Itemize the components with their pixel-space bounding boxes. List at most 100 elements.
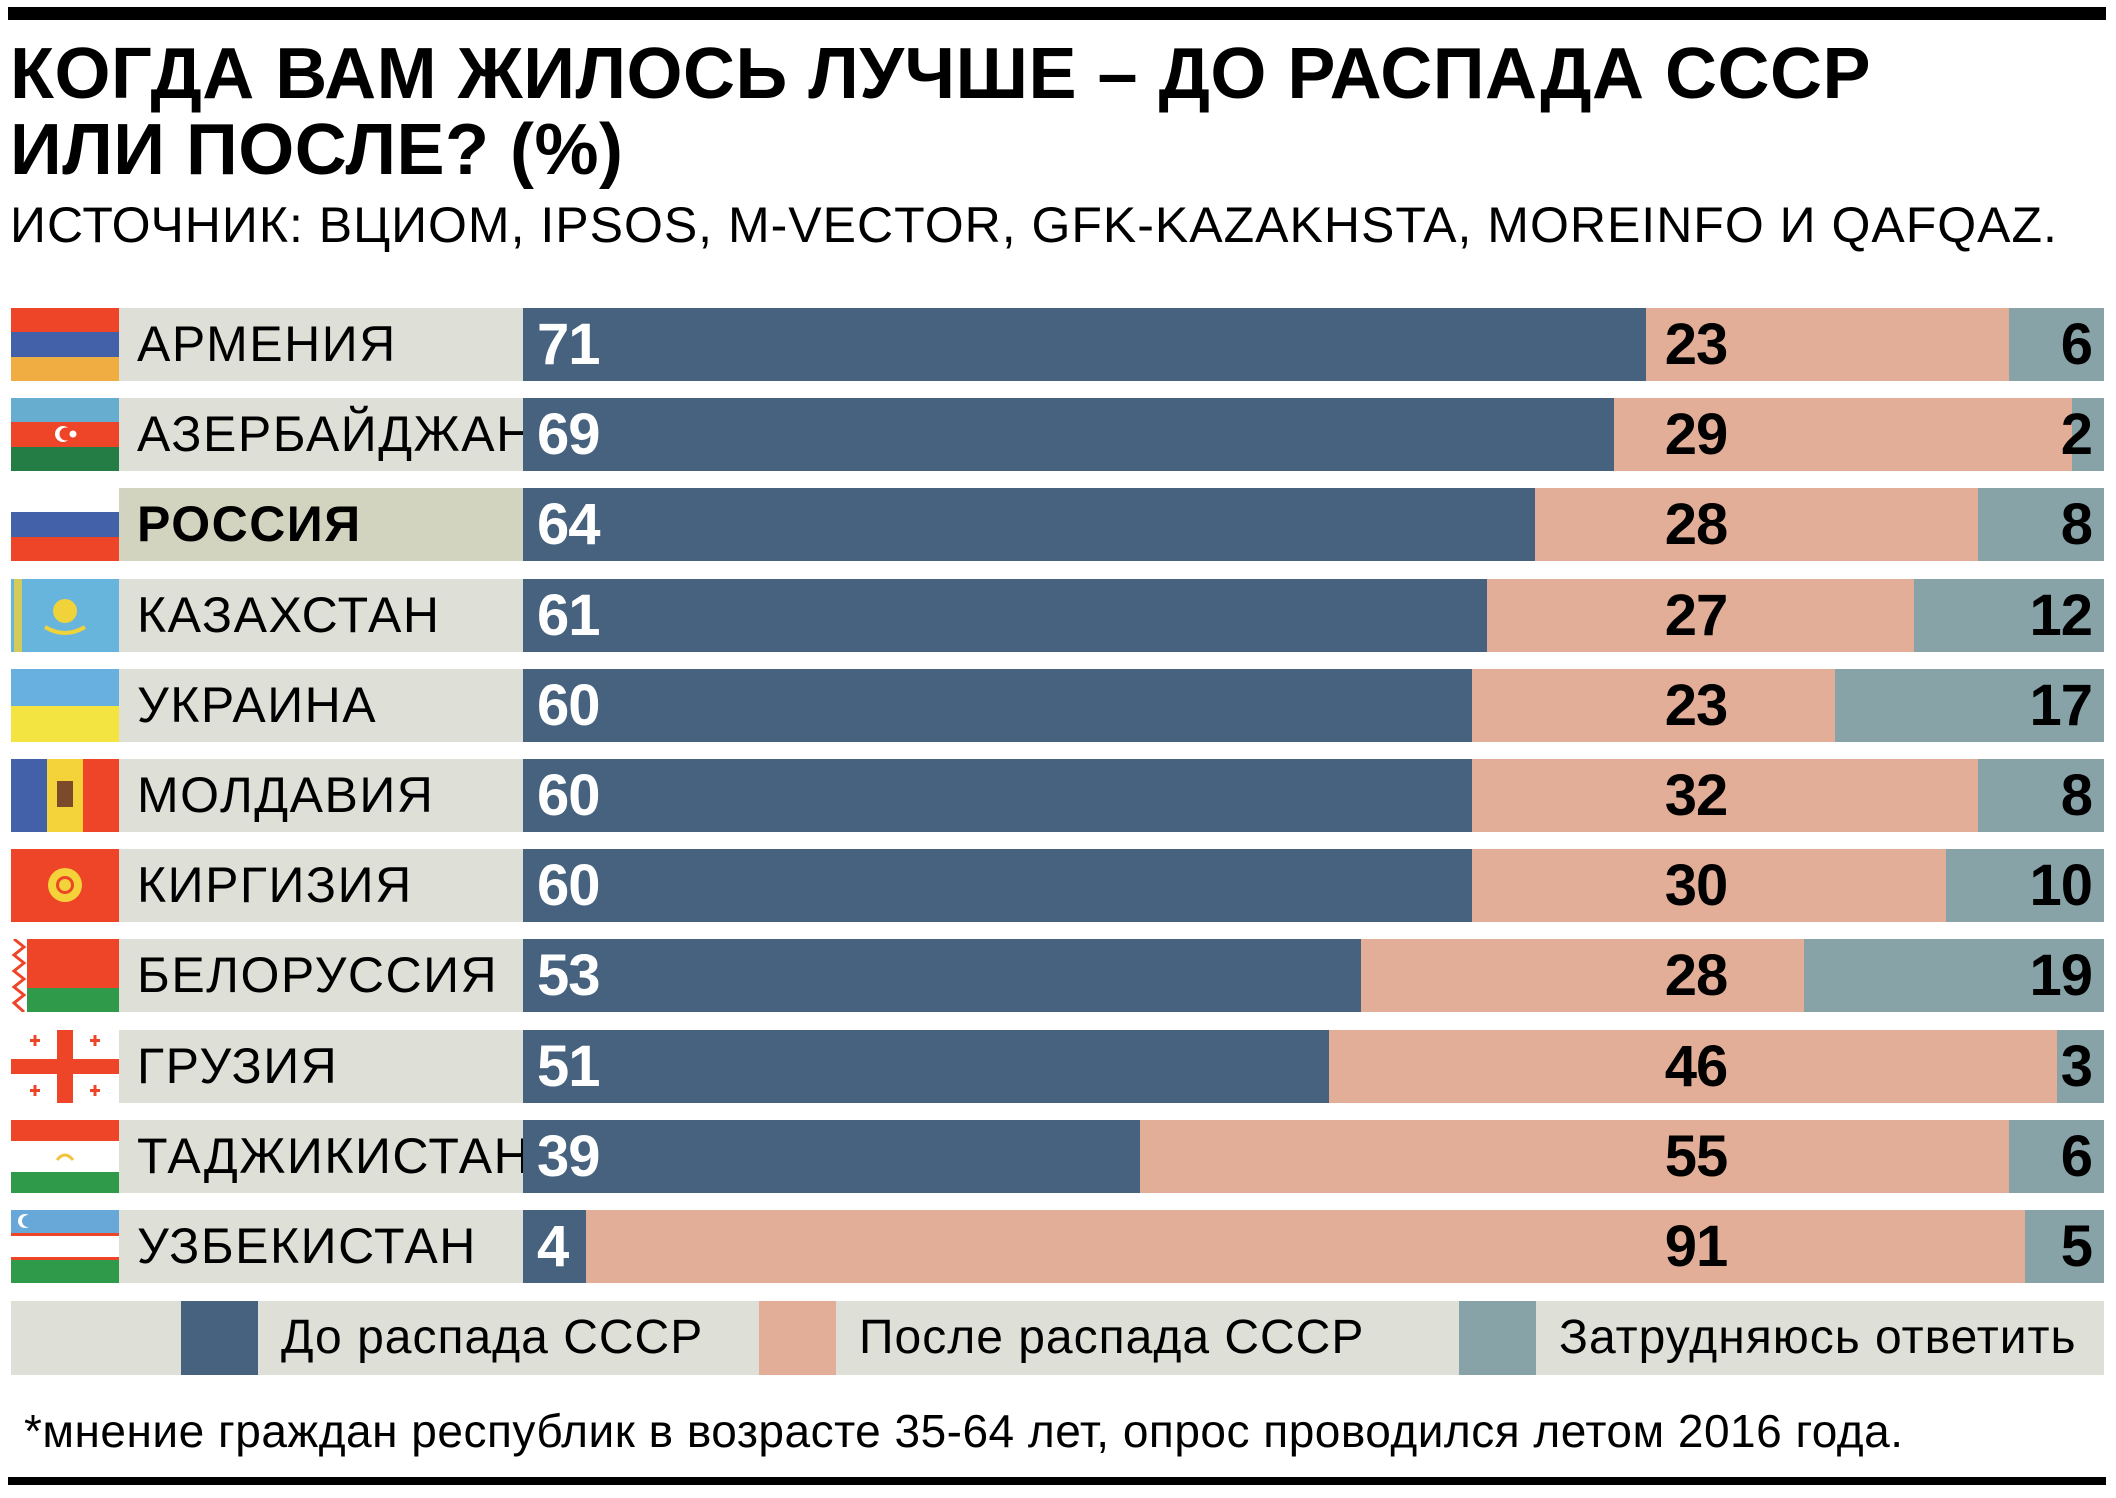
flag-armenia-icon [11,308,119,381]
country-label: ГРУЗИЯ [119,1029,523,1103]
bottom-rule [8,1477,2106,1485]
country-label: УКРАИНА [119,668,523,742]
bar-after-value: 27 [1664,582,1729,648]
bar-unsure-value: 6 [2060,312,2093,377]
bar-unsure [2072,398,2104,472]
bar-unsure [2009,308,2104,381]
bar-after [1645,308,2010,381]
country-label: УЗБЕКИСТАН [119,1210,523,1283]
bar-before [523,578,1488,652]
bar-before-value: 60 [537,672,601,738]
bar-unsure-value: 10 [2029,853,2093,919]
legend-label-after: После распада СССР [859,1311,1365,1364]
bar-after-value: 23 [1664,672,1729,738]
bar-before-value: 39 [537,1123,601,1189]
bar-row: УЗБЕКИСТАН 4 91 5 [11,1210,2104,1283]
bar-after [1329,1029,2057,1103]
bar-before [523,1210,587,1283]
bar-unsure-value: 8 [2060,763,2093,828]
bar-after [1471,849,1946,923]
bar-after [1487,578,1915,652]
country-label: КИРГИЗИЯ [119,849,523,923]
bar-after-value: 29 [1664,402,1729,468]
bar-before [523,308,1646,381]
chart-source: ИСТОЧНИК: ВЦИОМ, IPSOS, M-VECTOR, GFK-KA… [10,197,2058,253]
bar-row: АЗЕРБАЙДЖАН 69 29 2 [11,398,2104,472]
bar-row: БЕЛОРУССИЯ 53 28 19 [11,938,2104,1014]
bar-before-value: 53 [537,943,601,1009]
flag-kazakhstan-icon [11,578,119,652]
flag-tajikistan-icon [11,1119,119,1193]
country-label: БЕЛОРУССИЯ [119,939,523,1013]
bar-unsure-value: 17 [2029,672,2093,738]
bar-unsure [1914,578,2104,652]
bar-unsure [2009,1119,2104,1193]
bar-unsure [1803,939,2104,1013]
bar-unsure [2024,1210,2104,1283]
bar-before-value: 4 [537,1214,569,1279]
flag-georgia-icon [11,1029,119,1103]
footnote: *мнение граждан республик в возрасте 35-… [24,1405,1904,1457]
bar-before-value: 60 [537,853,601,919]
legend-label-unsure: Затрудняюсь ответить [1559,1311,2077,1364]
bar-before-value: 60 [537,763,601,828]
country-label: ТАДЖИКИСТАН [119,1119,530,1193]
country-label: МОЛДАВИЯ [119,759,523,832]
bar-after [1471,759,1978,832]
bar-row: ГРУЗИЯ 51 46 3 [11,1029,2104,1103]
flag-kyrgyzstan-icon [11,849,119,923]
flag-azerbaijan-icon [11,398,119,472]
bar-unsure [2056,1029,2104,1103]
chart-title: КОГДА ВАМ ЖИЛОСЬ ЛУЧШЕ – ДО РАСПАДА СССР… [10,36,1871,188]
country-label: АРМЕНИЯ [119,308,523,381]
bar-after [1139,1119,2010,1193]
flag-moldova-icon [11,759,119,832]
legend-swatch-after [759,1301,836,1375]
bar-after-value: 55 [1664,1123,1729,1189]
flag-ukraine-icon [11,668,119,742]
bar-before [523,398,1614,472]
legend-swatch-unsure [1459,1301,1536,1375]
bar-before [523,488,1535,562]
bar-row: КАЗАХСТАН 61 27 12 [11,578,2104,652]
legend: До распада СССР После распада СССР Затру… [11,1301,2104,1375]
bar-before-value: 71 [537,312,601,377]
title-line-2: ИЛИ ПОСЛЕ? (%) [10,110,624,190]
bar-before [523,1029,1330,1103]
legend-swatch-before [181,1301,258,1375]
bar-after [586,1210,2025,1283]
bar-row: АРМЕНИЯ 71 23 6 [11,308,2104,381]
bar-after-value: 23 [1664,312,1729,377]
bar-after [1534,488,1978,562]
bar-after-value: 91 [1664,1214,1729,1279]
bar-after [1471,668,1836,742]
bar-unsure [1977,488,2104,562]
bar-unsure-value: 3 [2060,1033,2093,1099]
country-label: КАЗАХСТАН [119,578,523,652]
bar-before [523,759,1472,832]
bar-before-value: 51 [537,1033,601,1099]
bar-unsure-value: 12 [2029,582,2093,648]
bar-before-value: 61 [537,582,601,648]
bar-after-value: 30 [1664,853,1729,919]
bar-unsure [1977,759,2104,832]
bar-after-value: 46 [1664,1033,1729,1099]
legend-label-before: До распада СССР [281,1311,704,1364]
bar-after [1360,939,1804,1013]
bar-before-value: 64 [537,492,601,558]
bar-unsure-value: 8 [2060,492,2093,558]
bar-unsure-value: 2 [2060,402,2093,468]
country-label: РОССИЯ [119,488,523,562]
bar-unsure-value: 19 [2029,943,2093,1009]
bar-unsure [1835,668,2104,742]
title-line-1: КОГДА ВАМ ЖИЛОСЬ ЛУЧШЕ – ДО РАСПАДА СССР [10,34,1871,114]
bar-after [1613,398,2073,472]
bar-before-value: 69 [537,402,601,468]
bar-row: УКРАИНА 60 23 17 [11,668,2104,742]
bar-row: ТАДЖИКИСТАН 39 55 6 [11,1119,2104,1193]
bar-row: МОЛДАВИЯ 60 32 8 [11,759,2104,832]
flag-russia-icon [11,488,119,562]
bar-before [523,939,1361,1013]
bar-unsure-value: 5 [2060,1214,2093,1279]
top-rule [8,7,2106,20]
